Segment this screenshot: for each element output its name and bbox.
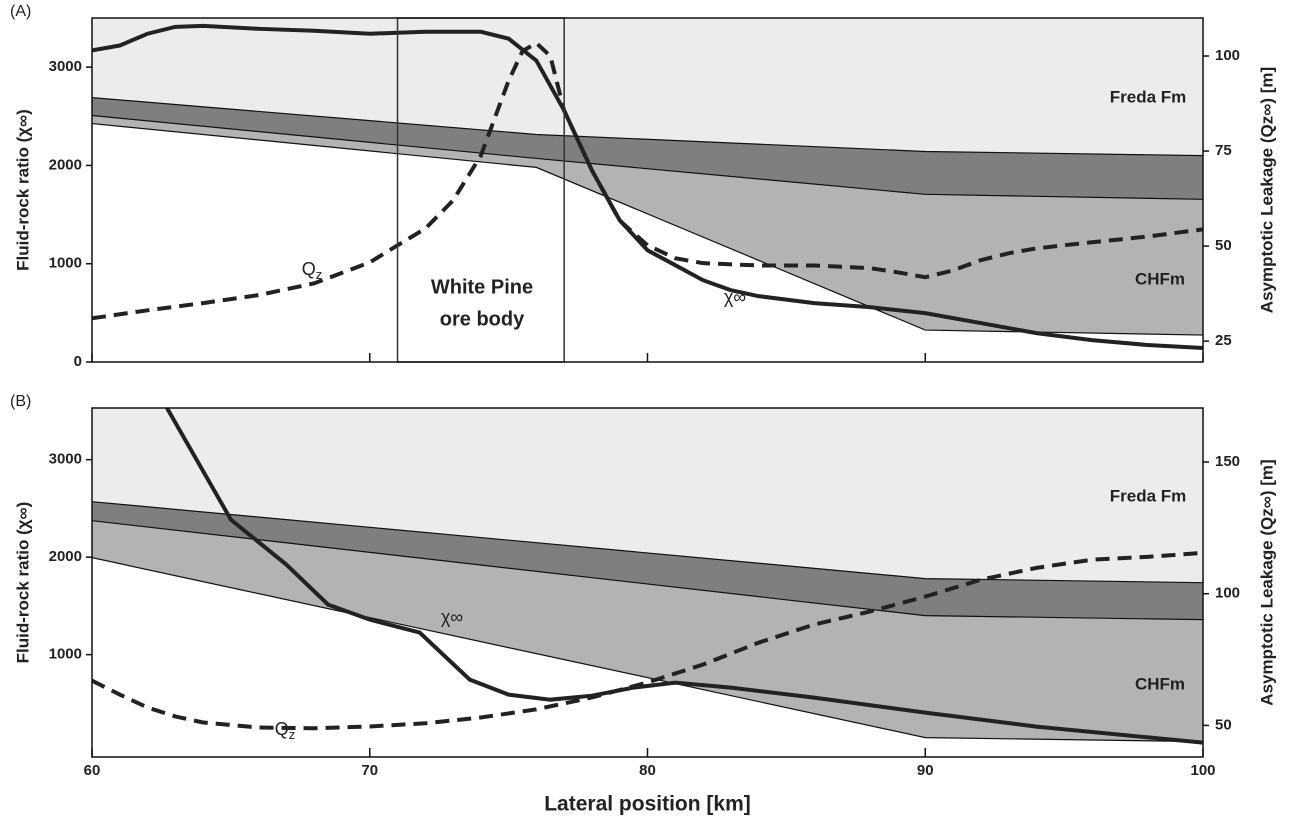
y2-tick-label: 25	[1215, 332, 1232, 349]
plot-area	[92, 18, 1203, 351]
y-axis-title: Fluid-rock ratio (χ∞)	[13, 502, 32, 664]
layer-label: CHFm	[1135, 269, 1185, 288]
layer-label: Freda Fm	[1110, 87, 1187, 106]
series-name: Q	[275, 719, 289, 739]
layer-label: CHFm	[1135, 674, 1185, 693]
series-label: χ∞	[724, 287, 746, 307]
y-tick-label: 1000	[49, 255, 82, 272]
layer-boundary	[92, 122, 1203, 336]
x-tick-label: 70	[361, 762, 378, 779]
dashed-line	[92, 40, 1203, 321]
y2-tick-label: 100	[1215, 47, 1240, 64]
y-tick-label: 3000	[49, 451, 82, 468]
x-tick-label: 80	[639, 762, 656, 779]
panel-label: (A)	[10, 3, 31, 20]
x-tick-label: 100	[1190, 762, 1215, 779]
solid-line	[92, 23, 1203, 351]
y2-axis-title: Asymptotic Leakage (Qz∞) [m]	[1257, 459, 1276, 705]
layer-boundary	[92, 520, 1203, 621]
layer-fill	[92, 520, 1203, 742]
y2-tick-label: 50	[1215, 237, 1232, 254]
y2-tick-label: 50	[1215, 716, 1232, 733]
y2-tick-label: 100	[1215, 585, 1240, 602]
ore-body-label: ore body	[440, 308, 525, 330]
layer-fill	[92, 115, 1203, 336]
y-tick-label: 2000	[49, 156, 82, 173]
layer-label: Freda Fm	[1110, 486, 1187, 505]
series-name: χ∞	[441, 607, 463, 627]
layer-fill	[92, 501, 1203, 620]
series-name: Q	[302, 259, 316, 279]
x-axis-title: Lateral position [km]	[544, 793, 751, 816]
solid-line	[165, 408, 1203, 745]
series-label: χ∞	[441, 607, 463, 627]
series-subscript: z	[289, 727, 296, 742]
y-tick-label: 1000	[49, 646, 82, 663]
layer-boundary	[92, 501, 1203, 584]
panel-label: (B)	[10, 393, 31, 410]
y-tick-label: 2000	[49, 548, 82, 565]
y2-tick-label: 75	[1215, 142, 1232, 159]
series-label: Qz	[275, 719, 296, 743]
y-axis-title: Fluid-rock ratio (χ∞)	[13, 109, 32, 271]
layer-fill	[92, 18, 1203, 156]
x-tick-label: 90	[917, 762, 934, 779]
x-tick-label: 60	[84, 762, 101, 779]
layer-boundary	[92, 97, 1203, 157]
layer-fill	[92, 408, 1203, 583]
ore-body-label: White Pine	[431, 276, 533, 298]
series-label: Qz	[302, 259, 323, 283]
layer-fill	[92, 97, 1203, 200]
y2-axis-title: Asymptotic Leakage (Qz∞) [m]	[1257, 67, 1276, 313]
dashed-line	[92, 550, 1203, 731]
y-tick-label: 3000	[49, 58, 82, 75]
y2-tick-label: 150	[1215, 453, 1240, 470]
y-tick-label: 0	[74, 353, 82, 370]
layer-boundary	[92, 114, 1203, 200]
series-subscript: z	[316, 267, 323, 282]
series-name: χ∞	[724, 287, 746, 307]
plot-area	[92, 408, 1203, 745]
